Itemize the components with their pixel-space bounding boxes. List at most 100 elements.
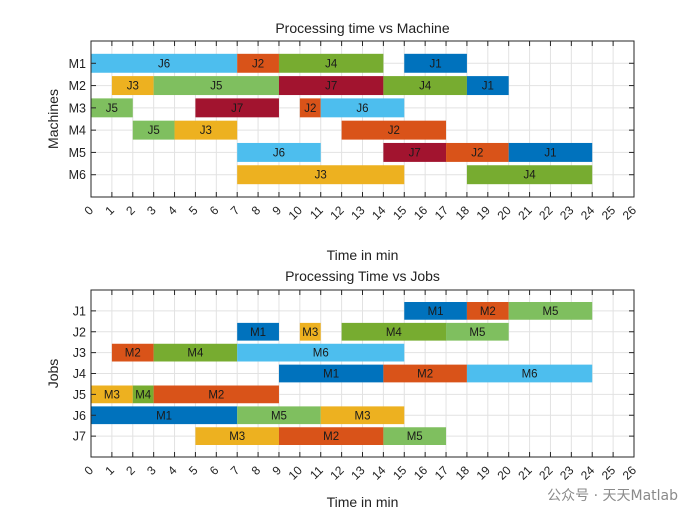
x-tick-label: 23 bbox=[557, 203, 577, 223]
x-tick-label: 14 bbox=[369, 203, 389, 223]
y-tick-label: M5 bbox=[69, 146, 86, 160]
bar-label: J4 bbox=[419, 81, 432, 93]
gantt-bar-m1-j2 bbox=[237, 53, 279, 73]
bar-label: J4 bbox=[523, 170, 536, 182]
bar-label: M1 bbox=[323, 369, 339, 381]
x-tick-label: 21 bbox=[515, 463, 535, 483]
x-tick-label: 14 bbox=[369, 463, 389, 483]
x-tick-label: 2 bbox=[123, 463, 138, 478]
bar-label: M3 bbox=[355, 410, 371, 422]
gantt-bar-j7-m5 bbox=[383, 427, 447, 445]
bar-label: M3 bbox=[302, 327, 318, 339]
bar-label: M4 bbox=[135, 389, 152, 401]
x-tick-label: 21 bbox=[515, 203, 535, 223]
x-tick-label: 24 bbox=[578, 463, 598, 483]
bar-label: M2 bbox=[323, 431, 339, 443]
bar-label: M5 bbox=[271, 410, 287, 422]
x-tick-label: 1 bbox=[102, 463, 117, 478]
chart-jobs: M1 M2 M5 M1 M3 M4 M5 M2 M4 M6 M1 M2 M6 M3 M4 M2 M1 M5 M3 M3… bbox=[45, 268, 639, 510]
gantt-bar-j1-m5 bbox=[508, 302, 593, 320]
x-tick-label: 17 bbox=[432, 203, 452, 223]
bar-label: M5 bbox=[407, 431, 423, 443]
x-tick-label: 9 bbox=[269, 463, 284, 478]
bar-label: M3 bbox=[104, 389, 120, 401]
x-tick-label: 8 bbox=[249, 463, 264, 478]
x-tick-label: 22 bbox=[536, 203, 556, 223]
gantt-bar-m2-j7 bbox=[278, 76, 384, 96]
x-tick-label: 10 bbox=[286, 203, 306, 223]
gantt-bar-m4-j5 bbox=[132, 120, 175, 140]
x-tick-label: 4 bbox=[165, 203, 180, 218]
gantt-bar-j7-m3 bbox=[195, 427, 279, 445]
x-tick-label: 22 bbox=[536, 463, 556, 483]
gantt-bar-j4-m1 bbox=[278, 364, 384, 383]
y-tick-label: M6 bbox=[69, 168, 86, 182]
gantt-bar-j2-m4 bbox=[341, 322, 447, 341]
bar-label: J7 bbox=[409, 147, 421, 159]
x-tick-label: 7 bbox=[228, 463, 243, 478]
bar-label: J4 bbox=[325, 58, 338, 70]
gantt-bar-m2-j1 bbox=[466, 76, 509, 96]
bar-label: M6 bbox=[313, 348, 329, 360]
bar-label: M6 bbox=[522, 369, 538, 381]
x-tick-label: 3 bbox=[144, 463, 159, 478]
bar-label: M1 bbox=[156, 410, 172, 422]
x-tick-label: 7 bbox=[228, 203, 243, 218]
y-tick-label: J5 bbox=[73, 388, 86, 402]
bar-label: J6 bbox=[273, 147, 285, 159]
x-tick-label: 19 bbox=[474, 203, 494, 223]
x-tick-label: 0 bbox=[81, 463, 96, 478]
x-tick-label: 15 bbox=[390, 463, 410, 483]
bar-label: M1 bbox=[250, 327, 266, 339]
x-tick-label: 26 bbox=[620, 463, 640, 483]
gantt-bar-m2-j4 bbox=[383, 76, 467, 96]
gantt-bar-m3-j2 bbox=[299, 98, 321, 118]
gantt-bar-j2-m5 bbox=[446, 322, 509, 341]
x-tick-label: 25 bbox=[599, 463, 619, 483]
bar-label: M3 bbox=[229, 431, 245, 443]
x-tick-label: 5 bbox=[186, 203, 201, 218]
bar-label: J1 bbox=[430, 58, 442, 70]
gantt-bar-m6-j3 bbox=[237, 165, 405, 185]
bar-label: J6 bbox=[158, 58, 170, 70]
x-tick-label: 13 bbox=[348, 203, 368, 223]
y-axis-label: Machines bbox=[45, 89, 61, 149]
y-tick-label: J2 bbox=[73, 325, 86, 339]
gantt-bar-j4-m6 bbox=[466, 364, 593, 383]
chart-title: Processing Time vs Jobs bbox=[285, 268, 440, 284]
x-tick-label: 23 bbox=[557, 463, 577, 483]
gantt-bar-m5-j2 bbox=[446, 142, 509, 162]
gantt-bar-j5-m4 bbox=[132, 385, 154, 404]
bar-label: J2 bbox=[304, 103, 316, 115]
x-tick-label: 25 bbox=[599, 203, 619, 223]
bar-label: M2 bbox=[125, 348, 141, 360]
x-tick-label: 20 bbox=[494, 463, 514, 483]
chart-title: Processing time vs Machine bbox=[275, 20, 450, 36]
x-tick-label: 15 bbox=[390, 203, 410, 223]
x-tick-label: 13 bbox=[348, 463, 368, 483]
bar-label: J7 bbox=[231, 103, 243, 115]
bar-label: J3 bbox=[315, 170, 327, 182]
gantt-bar-m2-j3 bbox=[111, 76, 154, 96]
x-tick-label: 3 bbox=[144, 203, 159, 218]
bar-label: J7 bbox=[325, 81, 337, 93]
bar-label: M2 bbox=[417, 369, 433, 381]
bar-label: J2 bbox=[388, 125, 400, 137]
x-tick-label: 19 bbox=[474, 463, 494, 483]
x-tick-label: 18 bbox=[453, 203, 473, 223]
bar-label: J1 bbox=[544, 147, 556, 159]
gantt-bar-m3-j5 bbox=[91, 98, 133, 118]
gantt-bar-j2-m3 bbox=[299, 322, 321, 341]
gantt-bar-m5-j1 bbox=[508, 142, 593, 162]
gantt-bar-m6-j4 bbox=[466, 165, 593, 185]
x-tick-label: 18 bbox=[453, 463, 473, 483]
y-tick-label: M1 bbox=[69, 57, 86, 71]
bar-label: J3 bbox=[200, 125, 212, 137]
gantt-bar-j5-m2 bbox=[153, 385, 279, 404]
x-tick-label: 2 bbox=[123, 203, 138, 218]
bar-label: J2 bbox=[252, 58, 264, 70]
bar-label: J5 bbox=[148, 125, 160, 137]
x-tick-label: 0 bbox=[81, 203, 96, 218]
gantt-bar-j7-m2 bbox=[278, 427, 384, 445]
